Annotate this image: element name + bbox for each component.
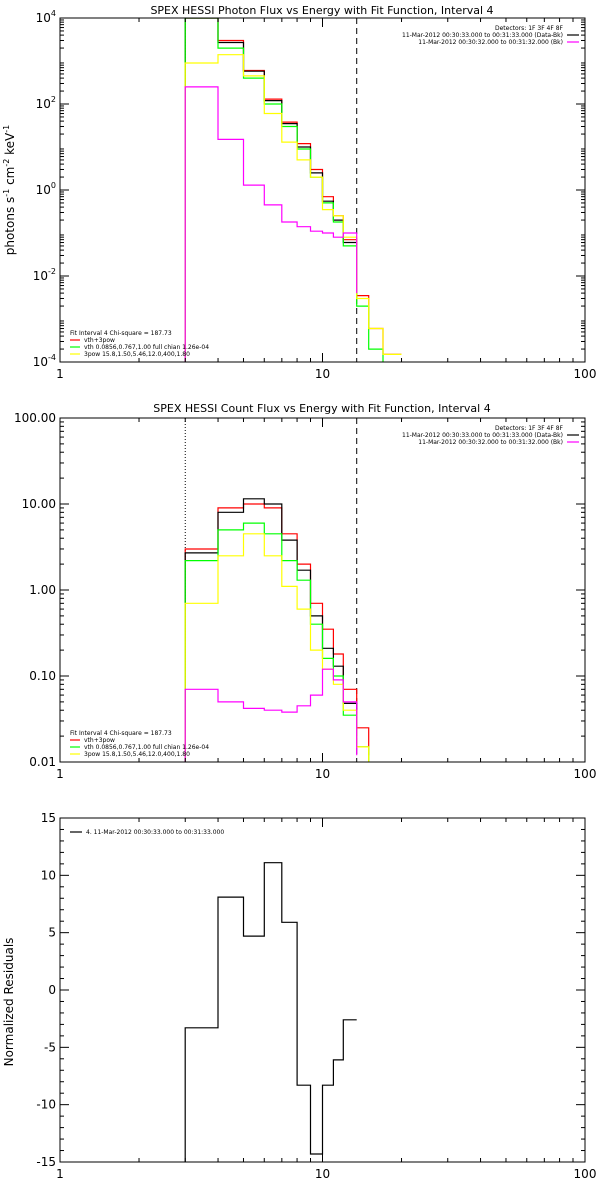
y-tick-label: 100.00 [14,411,56,425]
y-tick-label: 10-4 [33,353,56,369]
y-tick-label: 10 [41,868,56,882]
series-line-1 [184,498,358,762]
y-tick-label: 15 [41,811,56,825]
series-line-0 [184,862,357,1162]
series-line-4 [184,668,358,762]
series-line-2 [184,18,384,362]
y-axis-label: Normalized Residuals [2,938,16,1067]
x-tick-label: 100 [574,367,597,381]
x-tick-label: 100 [574,1167,597,1181]
y-tick-label: -15 [36,1155,56,1169]
legend-entry: Fit Interval 4 Chi-square = 187.73 [70,730,172,737]
legend-entry: 4. 11-Mar-2012 00:30:33.000 to 00:31:33.… [86,829,224,836]
y-tick-label: 0 [48,983,56,997]
legend-entry: 11-Mar-2012 00:30:32.000 to 00:31:32.000… [418,439,563,446]
series-line-1 [184,18,358,362]
photon-flux-panel: SPEX HESSI Photon Flux vs Energy with Fi… [2,4,597,381]
x-tick-label: 10 [315,1167,330,1181]
y-tick-label: 10.00 [22,497,56,511]
x-tick-label: 100 [574,767,597,781]
x-tick-label: 10 [315,367,330,381]
x-tick-label: 1 [56,367,64,381]
y-tick-label: 0.01 [29,755,56,769]
count-flux-panel: SPEX HESSI Count Flux vs Energy with Fit… [14,402,597,781]
legend-entry: Detectors: 1F 3F 4F 8F [495,425,564,432]
y-axis-label: photons s-1 cm-2 keV-1 [2,125,17,256]
series-line-0 [184,503,370,762]
legend-entry: vth 0.0856,0.767,1.00 full chian 1.26e-0… [84,744,209,751]
y-tick-label: 0.10 [29,669,56,683]
legend-entry: vth+3pow [84,337,115,344]
legend-entry: vth+3pow [84,737,115,744]
legend-entry: 11-Mar-2012 00:30:32.000 to 00:31:32.000… [418,39,563,46]
legend-entry: Detectors: 1F 3F 4F 8F [495,25,564,32]
y-tick-label: -10 [36,1098,56,1112]
y-tick-label: 1.00 [29,583,56,597]
legend-entry: 11-Mar-2012 00:30:33.000 to 00:31:33.000… [402,32,563,39]
x-tick-label: 1 [56,767,64,781]
x-tick-label: 10 [315,767,330,781]
x-tick-label: 1 [56,1167,64,1181]
series-line-4 [184,86,358,362]
series-line-2 [184,522,370,762]
legend-entry: vth 0.0856,0.767,1.00 full chian 1.26e-0… [84,344,209,351]
chart-title: SPEX HESSI Photon Flux vs Energy with Fi… [150,4,493,17]
legend-entry: Fit Interval 4 Chi-square = 187.73 [70,330,172,337]
legend-entry: 11-Mar-2012 00:30:33.000 to 00:31:33.000… [402,432,563,439]
legend-entry: 3pow 15.8,1.50,5.46,12.0,400,1.80 [84,751,190,758]
legend-entry: 3pow 15.8,1.50,5.46,12.0,400,1.80 [84,351,190,358]
plot-frame [59,417,586,763]
y-tick-label: 104 [36,9,56,25]
residuals-panel: Normalized Residuals 1 10 100 -15 -10 -5 0 5 10 1… [2,811,597,1181]
y-tick-label: 10-2 [33,267,56,283]
y-tick-label: 102 [36,95,56,111]
series-line-3 [184,54,402,362]
series-line-3 [184,533,370,762]
y-tick-label: 5 [48,926,56,940]
y-tick-label: -5 [44,1040,56,1054]
chart-title: SPEX HESSI Count Flux vs Energy with Fit… [153,402,490,415]
y-tick-label: 100 [36,181,56,197]
